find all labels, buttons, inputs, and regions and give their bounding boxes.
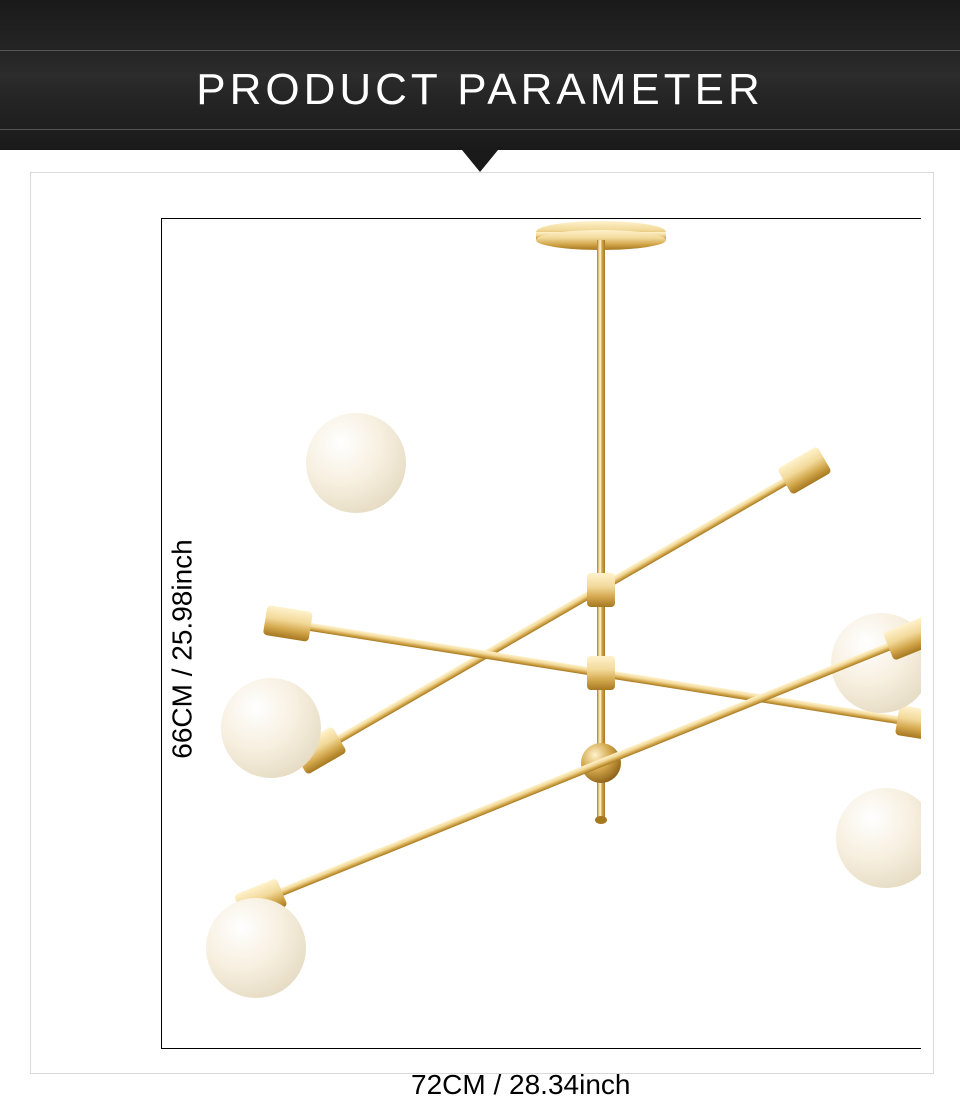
page-title: PRODUCT PARAMETER (196, 65, 764, 115)
width-dimension-label: 72CM / 28.34inch (411, 1069, 630, 1101)
bulb-icon (206, 898, 306, 998)
header-band: PRODUCT PARAMETER (0, 0, 960, 150)
stem (597, 240, 605, 820)
header-inner: PRODUCT PARAMETER (0, 50, 960, 130)
bulb-icon (306, 413, 406, 513)
bulb-icon (836, 788, 921, 888)
dimension-line-bottom (161, 1048, 921, 1049)
bulb-icon (221, 678, 321, 778)
diagram-canvas: 66CM / 25.98inch 72CM / 28.34inch (0, 150, 960, 1105)
joint-collar (587, 573, 615, 607)
arm-3 (234, 616, 921, 923)
stem-cap (595, 816, 607, 824)
joint-collar (587, 656, 615, 690)
diagram-frame: 66CM / 25.98inch 72CM / 28.34inch (30, 172, 934, 1074)
chevron-down-icon (462, 150, 498, 172)
chandelier-illustration (161, 218, 921, 1048)
